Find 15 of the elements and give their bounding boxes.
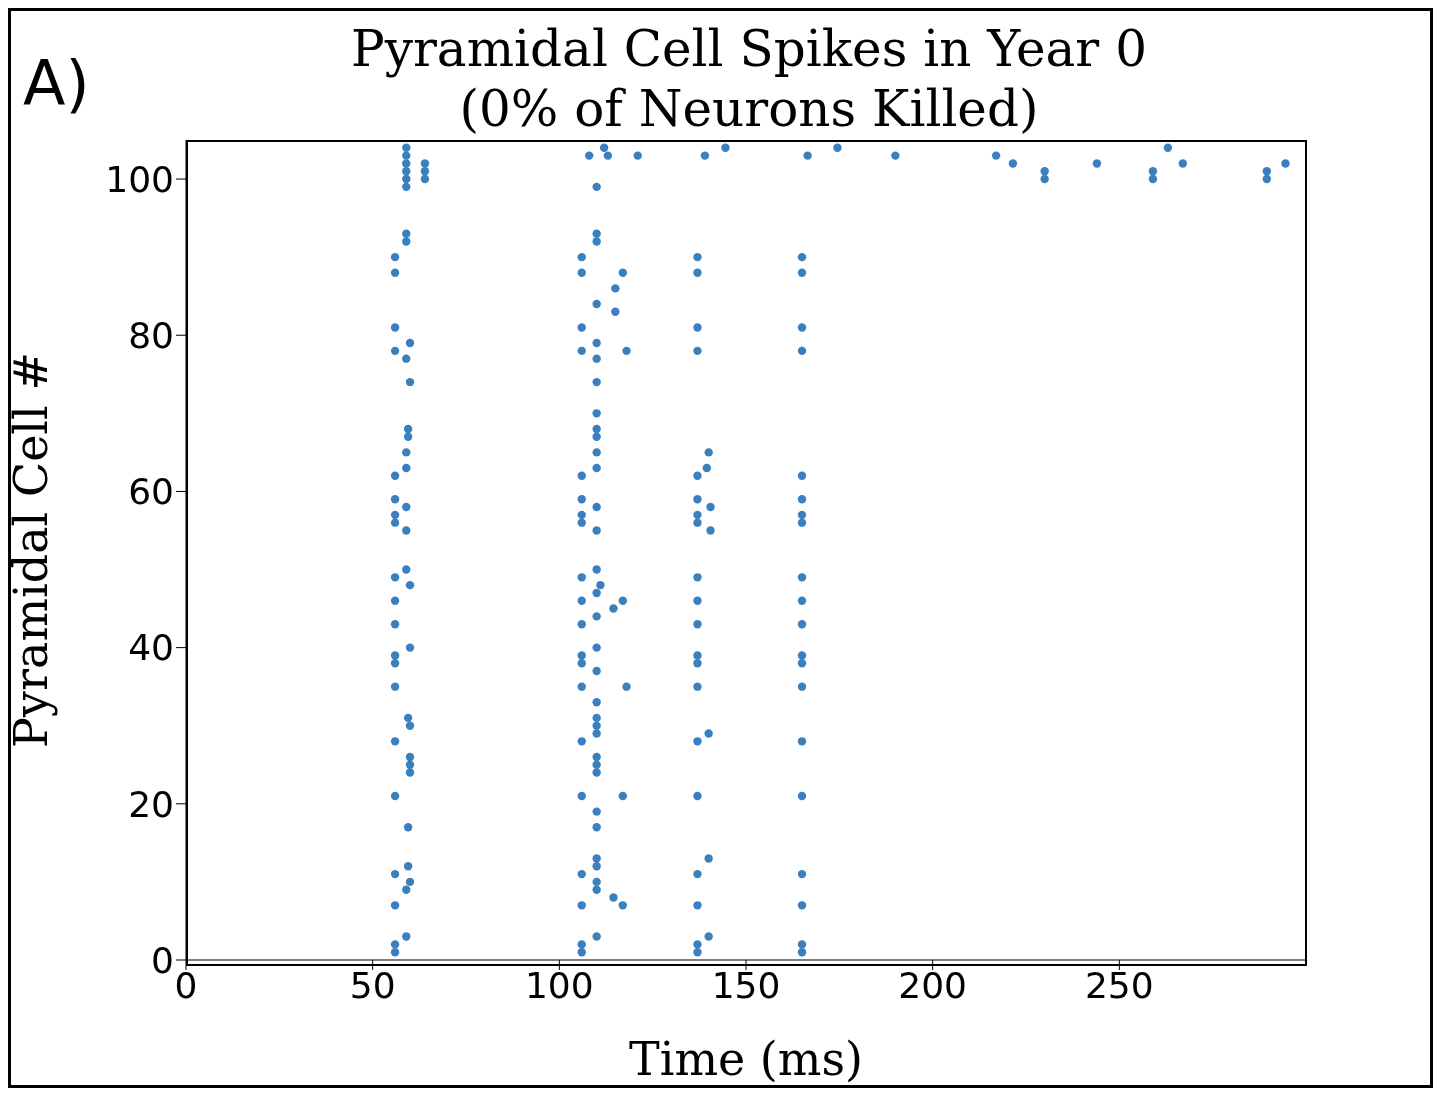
x-tick-label: 200: [898, 964, 968, 1006]
y-tick-label: 60: [128, 471, 174, 513]
chart-subtitle: (0% of Neurons Killed): [459, 80, 1039, 138]
x-axis-title: Time (ms): [629, 1032, 863, 1086]
chart-title: Pyramidal Cell Spikes in Year 0: [351, 20, 1147, 78]
y-tick-label: 20: [128, 783, 174, 825]
text: A): [23, 47, 90, 120]
y-tick-label: 100: [105, 158, 174, 200]
x-tick-label: 250: [1084, 964, 1154, 1006]
x-tick-label: 50: [349, 964, 396, 1006]
y-axis-title: Pyramidal Cell #: [4, 352, 59, 748]
x-tick-label: 100: [524, 964, 594, 1006]
y-tick-label: 40: [128, 627, 174, 669]
y-tick-label: 80: [128, 315, 174, 357]
x-tick-label: 150: [711, 964, 781, 1006]
